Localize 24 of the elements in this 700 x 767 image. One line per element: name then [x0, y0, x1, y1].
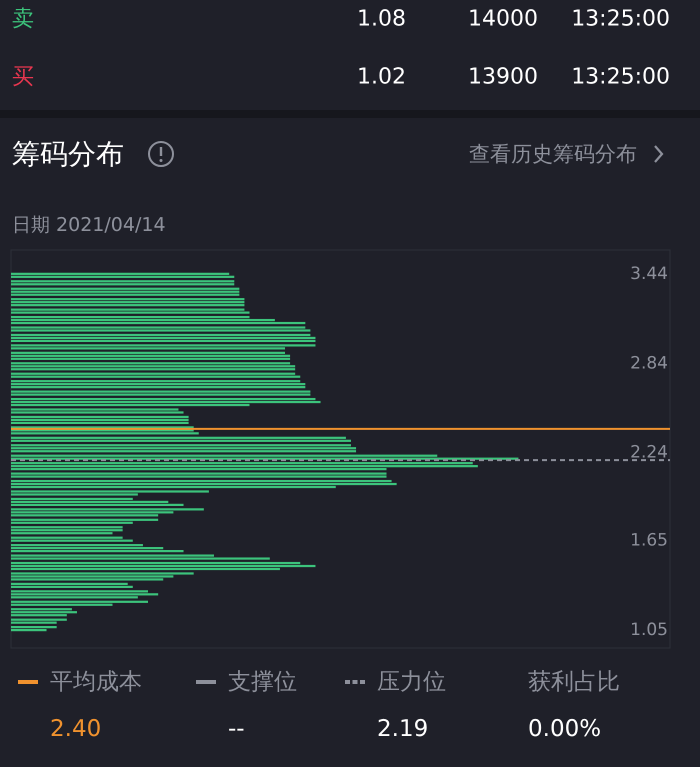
annotation: 13900 [468, 64, 538, 90]
annotation: 13:25:00 [571, 6, 670, 32]
legend-label: 压力位 [377, 669, 446, 695]
annotation: 1.08 [357, 6, 406, 32]
annotation: 2.19 [377, 716, 428, 742]
annotation: 买 [12, 64, 34, 90]
annotation: -- [228, 716, 245, 742]
annotation: 2.40 [50, 716, 102, 742]
subtitle: 日期 2021/04/14 [12, 214, 166, 236]
annotation: 13:25:00 [571, 64, 670, 90]
annotation: 14000 [468, 6, 538, 32]
annotation: 查看历史筹码分布 [469, 142, 637, 166]
tick-label: 2.84 [630, 353, 668, 374]
annotation: 获利占比 [528, 669, 620, 695]
tick-label: 2.24 [630, 442, 668, 463]
title: 筹码分布 [12, 138, 124, 170]
tick-label: 1.05 [630, 620, 668, 640]
tick-label: 1.65 [630, 530, 668, 551]
annotation: 卖 [12, 6, 34, 32]
annotation: 1.02 [357, 64, 406, 90]
annotation: 0.00% [528, 716, 602, 742]
annotation: 支撑位 [228, 669, 297, 695]
legend-label: 平均成本 [50, 669, 142, 695]
tick-label: 3.44 [630, 264, 668, 284]
